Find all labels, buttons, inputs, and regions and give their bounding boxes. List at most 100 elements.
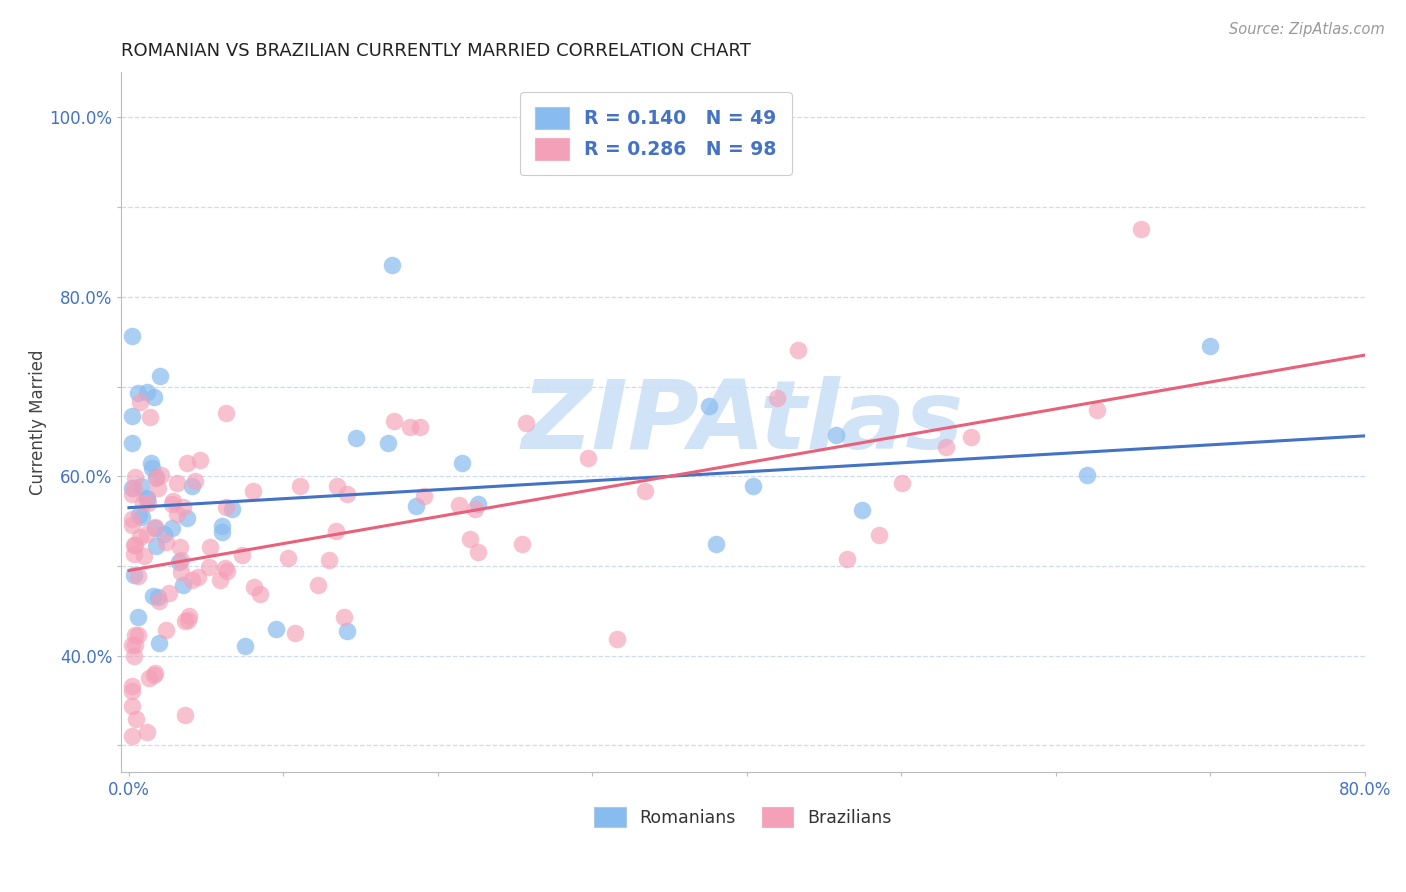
Point xyxy=(146,481,169,495)
Point xyxy=(145,471,167,485)
Point xyxy=(124,481,146,495)
Point xyxy=(160,521,183,535)
Point xyxy=(131,510,153,524)
Point xyxy=(148,594,170,608)
Point xyxy=(135,491,157,506)
Point xyxy=(141,456,163,470)
Point xyxy=(122,547,145,561)
Point xyxy=(284,626,307,640)
Point xyxy=(200,540,222,554)
Point xyxy=(181,574,204,588)
Point xyxy=(174,708,197,723)
Point xyxy=(145,520,167,534)
Point xyxy=(786,343,808,357)
Point xyxy=(467,545,489,559)
Point xyxy=(169,540,191,554)
Point xyxy=(127,569,149,583)
Point xyxy=(742,479,765,493)
Point xyxy=(576,451,599,466)
Point xyxy=(148,636,170,650)
Point xyxy=(145,539,167,553)
Point xyxy=(515,416,537,430)
Point xyxy=(180,479,202,493)
Y-axis label: Currently Married: Currently Married xyxy=(30,350,46,495)
Point xyxy=(633,484,655,499)
Point xyxy=(318,553,340,567)
Point xyxy=(307,578,329,592)
Point xyxy=(413,489,436,503)
Point xyxy=(209,573,232,587)
Point xyxy=(405,499,427,513)
Point xyxy=(170,552,193,566)
Point xyxy=(131,495,153,509)
Point xyxy=(211,524,233,539)
Point xyxy=(121,729,143,743)
Point xyxy=(121,511,143,525)
Point xyxy=(139,409,162,424)
Point xyxy=(458,532,481,546)
Point xyxy=(605,632,627,646)
Point xyxy=(122,649,145,664)
Point xyxy=(447,498,470,512)
Point xyxy=(766,391,789,405)
Point xyxy=(243,580,266,594)
Point xyxy=(127,385,149,400)
Point xyxy=(136,527,159,541)
Point xyxy=(124,627,146,641)
Point xyxy=(121,436,143,450)
Point xyxy=(288,478,311,492)
Point xyxy=(851,503,873,517)
Point xyxy=(214,560,236,574)
Point xyxy=(510,537,533,551)
Point xyxy=(146,590,169,604)
Point xyxy=(188,452,211,467)
Point xyxy=(211,519,233,533)
Point xyxy=(121,487,143,501)
Point xyxy=(177,613,200,627)
Point xyxy=(153,526,176,541)
Point xyxy=(124,638,146,652)
Point xyxy=(325,524,347,539)
Point xyxy=(198,559,221,574)
Point xyxy=(155,535,177,549)
Point xyxy=(868,527,890,541)
Point xyxy=(136,725,159,739)
Point xyxy=(464,501,486,516)
Point xyxy=(129,394,152,409)
Point xyxy=(1199,339,1222,353)
Point xyxy=(166,507,188,521)
Point xyxy=(336,624,359,638)
Point xyxy=(121,329,143,343)
Point xyxy=(121,698,143,713)
Point xyxy=(127,627,149,641)
Point xyxy=(143,521,166,535)
Point xyxy=(960,430,983,444)
Point xyxy=(935,440,957,454)
Point xyxy=(467,497,489,511)
Point xyxy=(138,671,160,685)
Point xyxy=(166,475,188,490)
Point xyxy=(231,548,253,562)
Point xyxy=(124,470,146,484)
Point xyxy=(167,555,190,569)
Text: Source: ZipAtlas.com: Source: ZipAtlas.com xyxy=(1229,22,1385,37)
Point xyxy=(149,468,172,483)
Point xyxy=(159,585,181,599)
Point xyxy=(214,500,236,514)
Point xyxy=(214,406,236,420)
Point xyxy=(1085,403,1108,417)
Point xyxy=(172,500,194,515)
Point xyxy=(128,531,150,545)
Point xyxy=(187,570,209,584)
Point xyxy=(134,549,156,563)
Point xyxy=(135,384,157,399)
Point xyxy=(121,409,143,424)
Point xyxy=(143,390,166,404)
Point xyxy=(336,487,359,501)
Point xyxy=(124,538,146,552)
Point xyxy=(382,414,405,428)
Point xyxy=(1129,222,1152,236)
Point xyxy=(399,420,422,434)
Point xyxy=(1076,467,1098,482)
Point xyxy=(121,679,143,693)
